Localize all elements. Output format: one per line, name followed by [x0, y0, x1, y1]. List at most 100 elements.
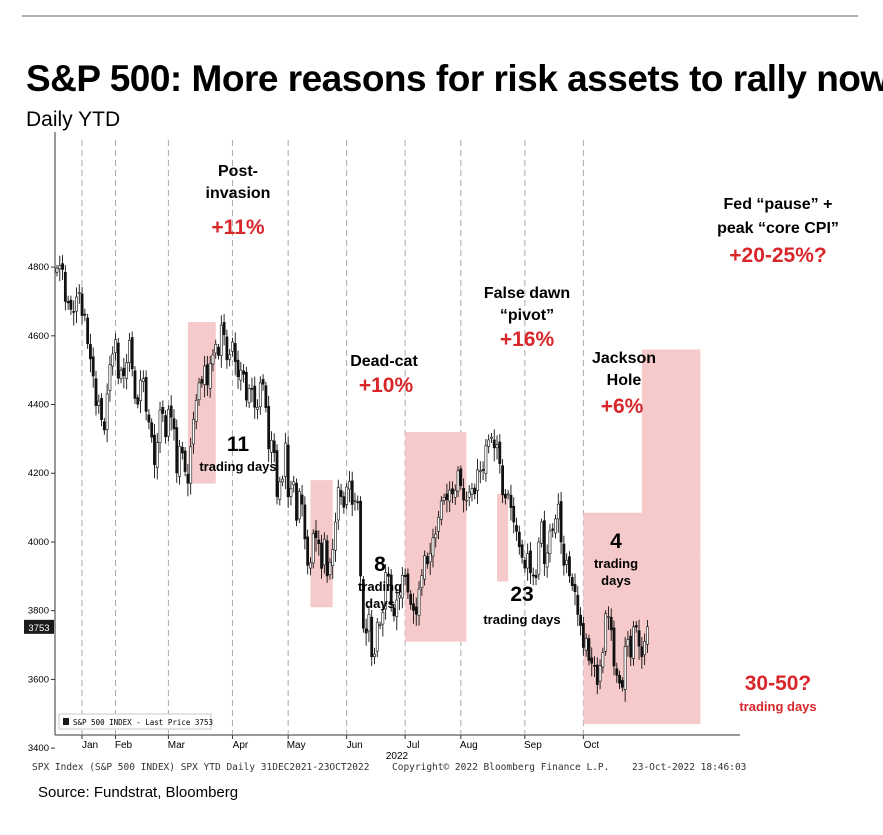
candle-body [473, 487, 477, 495]
candle-body [439, 500, 443, 520]
candle-body [286, 444, 290, 498]
candle-body [186, 473, 190, 484]
candle-body [412, 603, 415, 611]
candle-body [161, 406, 165, 414]
candle-body [225, 336, 229, 361]
candle-body [615, 668, 619, 676]
candle-body [609, 616, 613, 631]
candle-body [102, 421, 106, 431]
candle-body [515, 525, 518, 532]
candle-body [261, 379, 265, 385]
candle-body [247, 388, 251, 404]
candle-body [55, 267, 59, 273]
candle-body [267, 405, 271, 450]
candle-body [434, 533, 438, 539]
last-price-tag-label: 3753 [28, 623, 49, 634]
rally-days-label: trading [594, 556, 638, 571]
candle-body [89, 344, 92, 360]
candle-body [314, 530, 318, 539]
candle-body [451, 488, 454, 495]
candle-body [250, 388, 254, 390]
candle-body [632, 626, 635, 659]
candle-body [637, 630, 641, 647]
candle-body [122, 367, 126, 376]
candle-body [445, 493, 449, 501]
candle-body [378, 624, 382, 627]
projection-box [641, 349, 701, 556]
candle-body [604, 613, 608, 652]
candle-body [175, 427, 179, 474]
candle-body [219, 324, 223, 356]
candle-body [228, 354, 232, 360]
candle-body [222, 322, 226, 336]
candle-body [72, 311, 76, 313]
candle-body [484, 445, 488, 474]
candle-body [236, 359, 240, 377]
candle-body [481, 469, 485, 471]
candle-body [203, 365, 207, 385]
candle-body [470, 488, 474, 495]
candle-body [548, 530, 552, 554]
rally-box [187, 322, 216, 484]
rally-gain-label: +10% [359, 374, 414, 397]
candle-body [487, 439, 491, 447]
candle-body [205, 364, 209, 386]
candle-body [498, 441, 502, 464]
candle-body [189, 446, 193, 484]
candle-body [367, 614, 371, 632]
projection-box [641, 555, 701, 725]
candle-body [320, 542, 323, 569]
candle-body [114, 339, 117, 353]
rally-gain-label: +16% [500, 328, 555, 351]
candle-body [467, 491, 471, 498]
candle-body [417, 588, 421, 616]
x-tick-label: Jun [347, 740, 363, 751]
candle-body [623, 646, 627, 690]
candle-body [517, 531, 521, 548]
candle-body [297, 491, 301, 520]
candle-body [350, 480, 354, 505]
candle-body [239, 369, 243, 381]
candle-body [381, 612, 385, 625]
rally-days-count: 4 [610, 530, 622, 553]
candle-body [169, 405, 173, 418]
candle-body [526, 553, 530, 569]
candle-body [61, 263, 64, 270]
candle-body [531, 574, 535, 577]
candle-body [86, 317, 90, 345]
candle-body [322, 538, 326, 566]
projection-days-count: 30-50? [745, 672, 812, 695]
x-year-label: 2022 [386, 751, 409, 762]
candle-body [325, 540, 329, 577]
candle-body [400, 574, 404, 599]
rally-days-label: days [601, 573, 631, 588]
candle-body [111, 353, 115, 367]
candle-body [395, 599, 399, 617]
rally-title-line: invasion [206, 185, 271, 202]
candle-body [646, 626, 649, 645]
candle-body [100, 398, 103, 420]
candle-body [208, 362, 212, 389]
y-tick-label: 4800 [28, 262, 49, 273]
candle-body [501, 465, 505, 496]
candle-body [464, 499, 468, 502]
candle-body [91, 356, 95, 377]
candle-body [270, 439, 273, 453]
candle-body [150, 422, 154, 438]
candle-body [620, 680, 624, 688]
candle-body [295, 482, 298, 521]
candle-body [264, 385, 268, 408]
candle-body [551, 528, 555, 531]
candle-body [492, 439, 496, 449]
rally-days-label: trading days [483, 612, 560, 627]
candle-body [272, 440, 276, 453]
projection-days-label: trading days [739, 699, 816, 714]
candle-body [94, 378, 98, 406]
rally-gain-label: +6% [601, 395, 644, 418]
candle-body [306, 536, 310, 566]
candle-body [568, 556, 571, 577]
candle-body [612, 627, 616, 667]
candle-body [283, 442, 287, 477]
candle-body [353, 500, 357, 502]
candle-body [309, 562, 312, 569]
